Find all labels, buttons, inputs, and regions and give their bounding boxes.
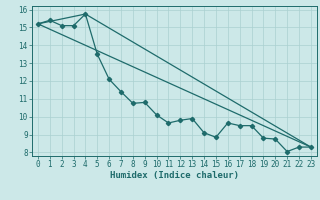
X-axis label: Humidex (Indice chaleur): Humidex (Indice chaleur) — [110, 171, 239, 180]
